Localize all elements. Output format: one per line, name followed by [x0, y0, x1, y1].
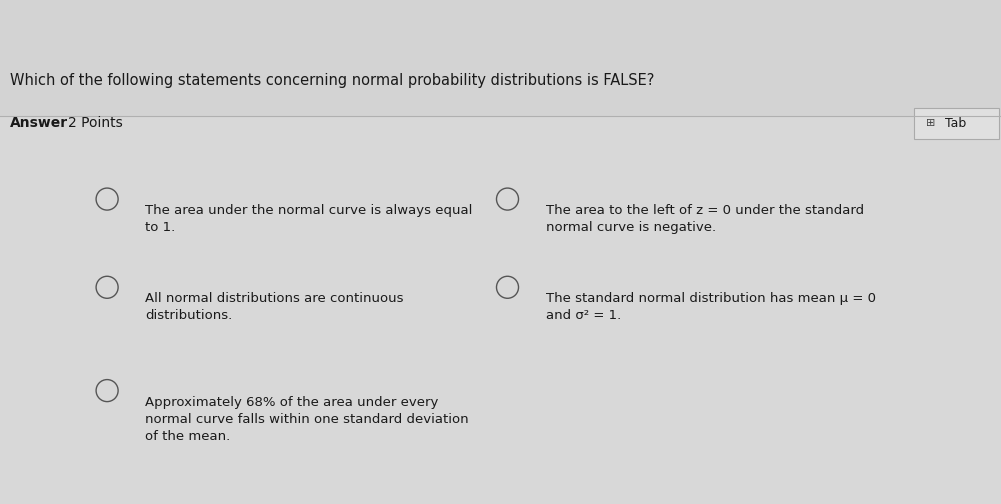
Text: Answer: Answer: [10, 116, 68, 131]
FancyBboxPatch shape: [914, 108, 999, 139]
Text: ⊞: ⊞: [926, 118, 935, 129]
Text: Tab: Tab: [945, 117, 966, 130]
Text: Which of the following statements concerning normal probability distributions is: Which of the following statements concer…: [10, 73, 655, 88]
Text: All normal distributions are continuous
distributions.: All normal distributions are continuous …: [145, 292, 403, 323]
Text: The area under the normal curve is always equal
to 1.: The area under the normal curve is alway…: [145, 204, 472, 234]
Text: Approximately 68% of the area under every
normal curve falls within one standard: Approximately 68% of the area under ever…: [145, 396, 468, 443]
FancyBboxPatch shape: [0, 0, 1001, 116]
FancyBboxPatch shape: [0, 116, 1001, 504]
Text: The standard normal distribution has mean μ = 0
and σ² = 1.: The standard normal distribution has mea…: [546, 292, 876, 323]
Text: 2 Points: 2 Points: [68, 116, 123, 131]
Text: The area to the left of z = 0 under the standard
normal curve is negative.: The area to the left of z = 0 under the …: [546, 204, 864, 234]
